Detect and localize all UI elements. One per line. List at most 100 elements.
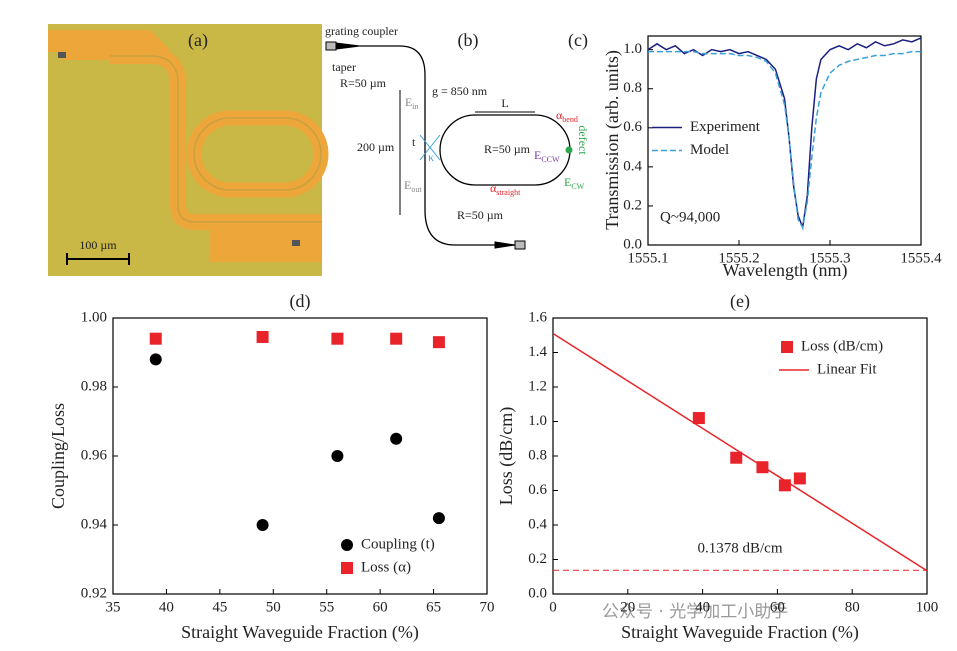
- y-tick-label: 0.0: [528, 585, 547, 601]
- schematic-label: ECW: [564, 175, 585, 191]
- label-text: E: [405, 95, 412, 109]
- y-tick-label: 1.0: [623, 41, 642, 57]
- data-point: [432, 336, 445, 349]
- x-tick-label: 40: [159, 599, 174, 615]
- schematic-label: grating coupler: [325, 24, 398, 38]
- taper: [494, 241, 516, 249]
- x-tick-label: 1555.2: [718, 250, 759, 266]
- legend-swatch: [341, 539, 353, 551]
- x-tick-label: 35: [106, 599, 121, 615]
- label-subscript: out: [411, 185, 422, 194]
- schematic-label: L: [501, 96, 508, 110]
- plot-frame: [112, 317, 488, 595]
- y-tick-label: 1.2: [528, 378, 547, 394]
- x-tick-label: 1555.4: [900, 250, 942, 266]
- plot-frame: [647, 35, 922, 246]
- legend-label: Coupling (t): [361, 536, 435, 552]
- y-tick-label: 0.94: [81, 516, 108, 532]
- x-axis-label: Straight Waveguide Fraction (%): [621, 622, 859, 643]
- y-tick-label: 0.4: [528, 516, 547, 532]
- panel-label: (a): [188, 30, 208, 51]
- panel-label: (e): [730, 291, 750, 312]
- y-tick-label: 0.2: [528, 551, 547, 567]
- taper: [335, 42, 361, 50]
- label-text: E: [404, 178, 411, 192]
- label-subscript: in: [412, 102, 418, 111]
- legend-label: Loss (α): [361, 559, 411, 575]
- scale-bar-label: 100 µm: [79, 238, 117, 252]
- schematic-label: αstraight: [490, 181, 521, 197]
- x-tick-label: 60: [770, 599, 785, 615]
- x-tick-label: 80: [845, 599, 860, 615]
- y-tick-label: 0.4: [623, 158, 642, 174]
- ring-core: [193, 117, 322, 191]
- label-subscript: bend: [562, 115, 578, 124]
- bus-waveguide: [360, 45, 515, 246]
- schematic-label: R=50 µm: [484, 142, 531, 156]
- ring: [439, 114, 571, 186]
- legend-label: Model: [690, 142, 729, 158]
- schematic: (b): [325, 30, 573, 250]
- defect-dot: [565, 146, 573, 154]
- schematic-label: ECCW: [534, 148, 560, 164]
- schematic-label: Eout: [404, 178, 422, 194]
- legend-label: Experiment: [690, 119, 761, 135]
- label-text: L: [501, 96, 508, 110]
- legend-swatch: [781, 341, 793, 353]
- y-tick-label: 1.6: [528, 309, 547, 325]
- y-tick-label: 0.8: [623, 80, 642, 96]
- label-text: α: [556, 108, 563, 122]
- label-text: defect: [576, 125, 590, 155]
- y-tick-label: 0.98: [81, 378, 107, 394]
- data-point: [331, 332, 344, 345]
- x-tick-label: 40: [695, 599, 710, 615]
- y-tick-label: 0.92: [81, 585, 107, 601]
- panel-label: (c): [568, 30, 588, 51]
- y-tick-label: 1.0: [528, 413, 547, 429]
- x-tick-label: 60: [373, 599, 388, 615]
- label-text: g = 850 nm: [432, 84, 488, 98]
- data-point: [432, 512, 445, 525]
- legend-swatch: [341, 562, 353, 574]
- data-point: [256, 519, 269, 531]
- x-tick-label: 70: [480, 599, 495, 615]
- chart: (c) Wavelength (nm) Transmission (arb. uni…: [568, 30, 942, 281]
- y-axis-label: Transmission (arb. units): [602, 50, 623, 230]
- y-tick-label: 0.0: [623, 236, 642, 252]
- schematic-label: R=50 µm: [457, 208, 504, 222]
- label-text: 200 µm: [357, 140, 395, 154]
- schematic-label: taper: [332, 60, 356, 74]
- panel-label: (b): [458, 30, 479, 51]
- x-tick-label: 65: [426, 599, 441, 615]
- x-axis-label: Straight Waveguide Fraction (%): [181, 622, 419, 643]
- schematic-label: defect: [576, 125, 590, 155]
- label-subscript: CW: [571, 182, 584, 191]
- label-text: taper: [332, 60, 356, 74]
- pad: [210, 230, 322, 262]
- x-tick-label: 50: [266, 599, 281, 615]
- label-text: R=50 µm: [484, 142, 531, 156]
- series-line: [648, 37, 921, 231]
- x-axis-label: Wavelength (nm): [722, 260, 847, 281]
- data-point: [331, 450, 344, 462]
- x-tick-label: 55: [319, 599, 334, 615]
- x-tick-label: 45: [212, 599, 227, 615]
- data-point: [390, 332, 403, 345]
- schematic-label: 200 µm: [357, 140, 395, 154]
- series-line: [648, 50, 921, 230]
- grating: [514, 240, 526, 250]
- y-tick-label: 0.6: [528, 482, 547, 498]
- label-text: R=50 µm: [340, 76, 387, 90]
- data-point: [730, 451, 743, 464]
- panel-label: (d): [290, 291, 311, 312]
- data-point: [793, 472, 806, 485]
- data-point: [390, 432, 403, 445]
- data-point: [692, 412, 705, 425]
- y-tick-label: 0.2: [623, 197, 642, 213]
- label-text: E: [534, 148, 541, 162]
- y-axis-label: Loss (dB/cm): [496, 407, 517, 506]
- grating: [292, 240, 300, 246]
- coupling-cross: [419, 134, 441, 161]
- label-text: κ: [428, 150, 434, 164]
